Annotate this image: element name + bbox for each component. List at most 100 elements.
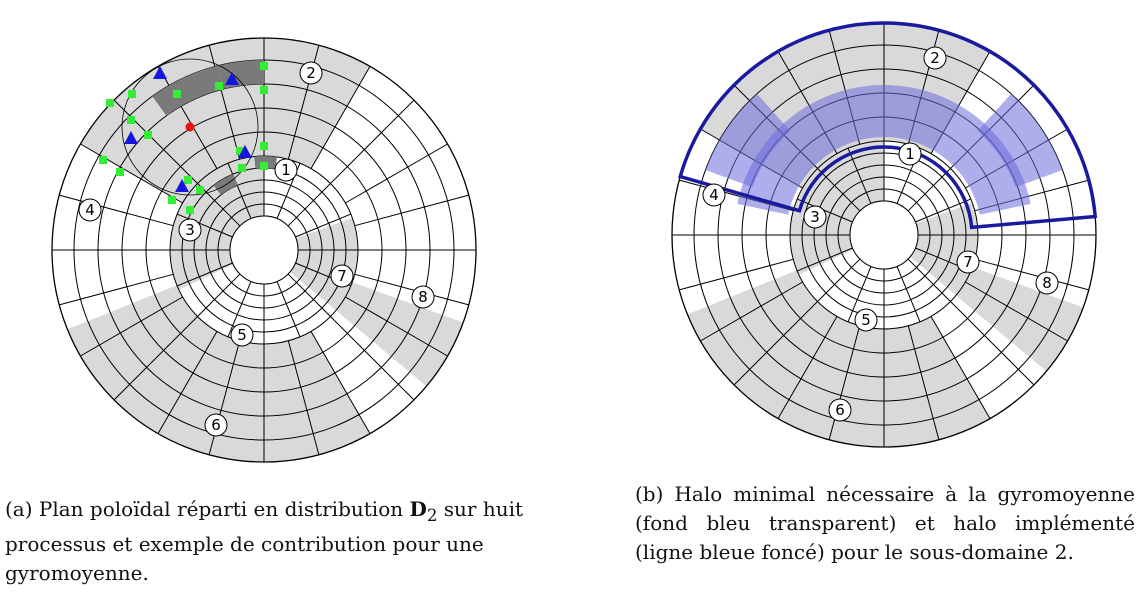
b-subdomain-label-3: 3 — [803, 205, 827, 229]
gyro-point-5 — [238, 145, 252, 158]
radial-line-inner — [287, 273, 331, 317]
b-subdomain-label-2: 2 — [923, 46, 947, 70]
radial-line-outer — [330, 316, 415, 401]
subdomain-number: 8 — [1042, 274, 1052, 292]
radial-line-outer — [354, 194, 469, 227]
a-subdomain-label-1: 1 — [274, 158, 298, 182]
subdomain-marker — [330, 264, 354, 288]
contribution-point-15 — [196, 186, 204, 194]
radial-line-outer — [828, 325, 861, 440]
subdomain-marker — [274, 158, 298, 182]
radial-line-inner — [176, 262, 233, 287]
subdomain-marker — [898, 142, 922, 166]
caption-a: (a) Plan poloïdal réparti en distributio… — [5, 495, 545, 588]
halo-minimal-left — [705, 93, 791, 188]
contribution-point-18 — [186, 206, 194, 214]
radial-line-inner — [197, 273, 241, 317]
central-hole — [229, 215, 299, 285]
b-subdomain-label-1: 1 — [898, 142, 922, 166]
radial-line-inner — [907, 258, 951, 302]
subdomain-number: 5 — [237, 326, 247, 344]
radial-line-outer — [157, 331, 218, 434]
subdomain-number: 5 — [861, 311, 871, 329]
subdomain-number: 1 — [281, 161, 291, 179]
radial-line-outer — [700, 281, 803, 342]
subdomain-number: 1 — [905, 145, 915, 163]
radial-line-outer — [354, 273, 469, 306]
caption-b-label: (b) — [635, 482, 664, 506]
shaded-zone-inner-1 — [790, 141, 884, 275]
radial-line-outer — [950, 301, 1035, 386]
radial-line-outer — [80, 143, 183, 204]
shaded-zone-outer-2 — [67, 285, 371, 462]
gyro-point-3 — [124, 131, 138, 144]
radial-line-outer — [974, 258, 1089, 291]
radial-line-inner — [896, 266, 921, 323]
subdomain-marker — [411, 285, 435, 309]
b-subdomain-label-8: 8 — [1035, 271, 1059, 295]
radial-line-inner — [817, 168, 861, 212]
radial-line-outer — [80, 296, 183, 357]
contribution-point-14 — [238, 164, 246, 172]
radial-line-outer — [907, 325, 940, 440]
radial-line-inner — [796, 198, 853, 223]
a-subdomain-label-5: 5 — [230, 323, 254, 347]
subdomain-marker — [923, 46, 947, 70]
radial-line-outer — [330, 99, 415, 184]
radial-line-inner — [915, 198, 972, 223]
caption-a-post: sur huit processus et exemple de contrib… — [5, 497, 524, 585]
shaded-zone-outer-3 — [336, 282, 464, 387]
subdomain-marker — [299, 61, 323, 85]
subdomain-marker — [204, 413, 228, 437]
a-subdomain-label-3: 3 — [178, 218, 202, 242]
gyro-center-point — [185, 122, 195, 132]
radial-line-outer — [157, 66, 218, 169]
contribution-point-16 — [184, 176, 192, 184]
radial-line-inner — [847, 266, 872, 323]
subdomain-number: 8 — [418, 288, 428, 306]
contribution-point-10 — [116, 168, 124, 176]
shaded-zone-outer-3 — [956, 267, 1084, 372]
radial-line-outer — [287, 340, 320, 455]
subdomain-number: 4 — [709, 186, 719, 204]
poloidal-plane-a: 1 2 3 4 5 6 7 8 — [51, 37, 477, 463]
gyro-band-left — [152, 65, 224, 116]
radial-line-outer — [113, 99, 198, 184]
contribution-point-12 — [260, 162, 268, 170]
subdomain-number: 7 — [337, 267, 347, 285]
a-subdomain-label-4: 4 — [78, 198, 102, 222]
contribution-point-8 — [144, 131, 152, 139]
radial-line-inner — [817, 258, 861, 302]
gyro-point-4 — [175, 179, 189, 192]
subdomain-marker — [828, 398, 852, 422]
contribution-point-17 — [168, 196, 176, 204]
contribution-point-5 — [128, 90, 136, 98]
subdomain-number: 4 — [85, 201, 95, 219]
radial-line-inner — [796, 247, 853, 272]
subdomain-number: 6 — [211, 416, 221, 434]
gyro-point-1 — [153, 66, 167, 79]
subdomain-number: 2 — [306, 64, 316, 82]
caption-a-label: (a) — [5, 497, 33, 521]
contribution-point-4 — [173, 90, 181, 98]
radial-line-inner — [176, 213, 233, 238]
subdomain-marker — [78, 198, 102, 222]
radial-line-inner — [295, 213, 352, 238]
gyro-circle — [121, 58, 259, 196]
radial-line-outer — [310, 66, 371, 169]
radial-line-outer — [733, 301, 818, 386]
poloidal-plane-b: 1 2 3 4 5 6 7 8 — [671, 21, 1098, 448]
radial-line-outer — [310, 331, 371, 434]
radial-line-outer — [59, 273, 174, 306]
caption-b: (b) Halo minimal nécessaire à la gyromoy… — [635, 480, 1135, 567]
shaded-zone-inner-1 — [170, 156, 264, 290]
a-subdomain-label-8: 8 — [411, 285, 435, 309]
subdomain-number: 7 — [963, 253, 973, 271]
gyro-point-2 — [225, 72, 239, 85]
radial-line-inner — [227, 281, 252, 338]
radial-line-inner — [227, 162, 252, 219]
shaded-zone-inner-2 — [910, 202, 978, 296]
contribution-point-11 — [260, 142, 268, 150]
subdomain-marker — [956, 250, 980, 274]
radial-line-outer — [777, 316, 838, 419]
